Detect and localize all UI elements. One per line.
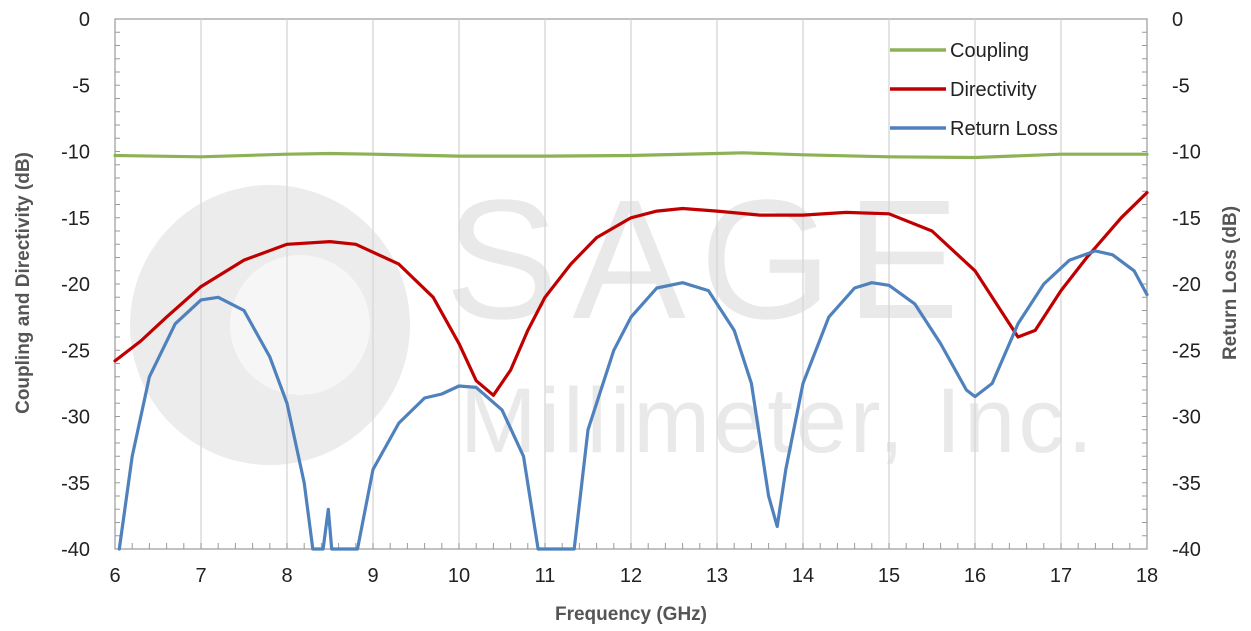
y-left-tick-label: 0 bbox=[79, 9, 90, 31]
minor-ticks bbox=[114, 18, 1148, 550]
x-axis-tick-labels: 6 7 8 9 10 11 12 13 14 15 16 17 18 bbox=[109, 565, 1158, 587]
x-tick-label: 11 bbox=[535, 565, 556, 587]
watermark-brand: SAGE bbox=[445, 165, 973, 355]
x-tick-label: 17 bbox=[1050, 565, 1072, 587]
y-right-tick-label: 0 bbox=[1172, 9, 1183, 31]
watermark: SAGE Millimeter, Inc. bbox=[130, 165, 1096, 472]
y-left-tick-label: -20 bbox=[61, 274, 90, 296]
plot-area bbox=[113, 18, 1149, 551]
y-right-tick-label: -15 bbox=[1172, 208, 1201, 230]
x-tick-label: 12 bbox=[620, 565, 642, 587]
y-right-tick-label: -20 bbox=[1172, 274, 1201, 296]
y-right-tick-label: -25 bbox=[1172, 340, 1201, 362]
legend: Coupling Directivity Return Loss bbox=[890, 40, 1058, 140]
y-axis-right-tick-labels: 0 -5 -10 -15 -20 -25 -30 -35 -40 bbox=[1172, 9, 1201, 561]
x-tick-label: 15 bbox=[878, 565, 900, 587]
legend-label-return-loss: Return Loss bbox=[950, 118, 1058, 140]
series-lines bbox=[113, 151, 1149, 551]
gridlines bbox=[200, 19, 1062, 549]
y-right-tick-label: -5 bbox=[1172, 75, 1190, 97]
y-left-tick-label: -25 bbox=[61, 340, 90, 362]
y-axis-left-tick-labels: 0 -5 -10 -15 -20 -25 -30 -35 -40 bbox=[61, 9, 90, 561]
x-tick-label: 18 bbox=[1136, 565, 1158, 587]
y-axis-left-title: Coupling and Directivity (dB) bbox=[13, 152, 34, 414]
y-axis-right-title: Return Loss (dB) bbox=[1220, 206, 1241, 360]
series-line-coupling bbox=[113, 151, 1149, 160]
legend-label-coupling: Coupling bbox=[950, 40, 1029, 62]
y-left-tick-label: -35 bbox=[61, 473, 90, 495]
series-line-return-loss bbox=[117, 249, 1149, 551]
y-left-tick-label: -30 bbox=[61, 407, 90, 429]
x-tick-label: 6 bbox=[109, 565, 120, 587]
watermark-subtext: Millimeter, Inc. bbox=[460, 370, 1096, 472]
x-tick-label: 9 bbox=[367, 565, 378, 587]
x-tick-label: 14 bbox=[792, 565, 814, 587]
x-tick-label: 13 bbox=[706, 565, 728, 587]
y-right-tick-label: -35 bbox=[1172, 473, 1201, 495]
legend-label-directivity: Directivity bbox=[950, 79, 1037, 101]
x-tick-label: 10 bbox=[448, 565, 470, 587]
y-left-tick-label: -10 bbox=[61, 142, 90, 164]
x-tick-label: 8 bbox=[281, 565, 292, 587]
x-tick-label: 16 bbox=[964, 565, 986, 587]
y-left-tick-label: -5 bbox=[72, 75, 90, 97]
watermark-logo-inner bbox=[230, 255, 370, 395]
y-right-tick-label: -40 bbox=[1172, 539, 1201, 561]
x-axis-title: Frequency (GHz) bbox=[555, 604, 707, 625]
y-left-tick-label: -15 bbox=[61, 208, 90, 230]
y-right-tick-label: -10 bbox=[1172, 142, 1201, 164]
x-tick-label: 7 bbox=[195, 565, 206, 587]
series-line-directivity bbox=[113, 191, 1149, 397]
y-right-tick-label: -30 bbox=[1172, 407, 1201, 429]
y-left-tick-label: -40 bbox=[61, 539, 90, 561]
